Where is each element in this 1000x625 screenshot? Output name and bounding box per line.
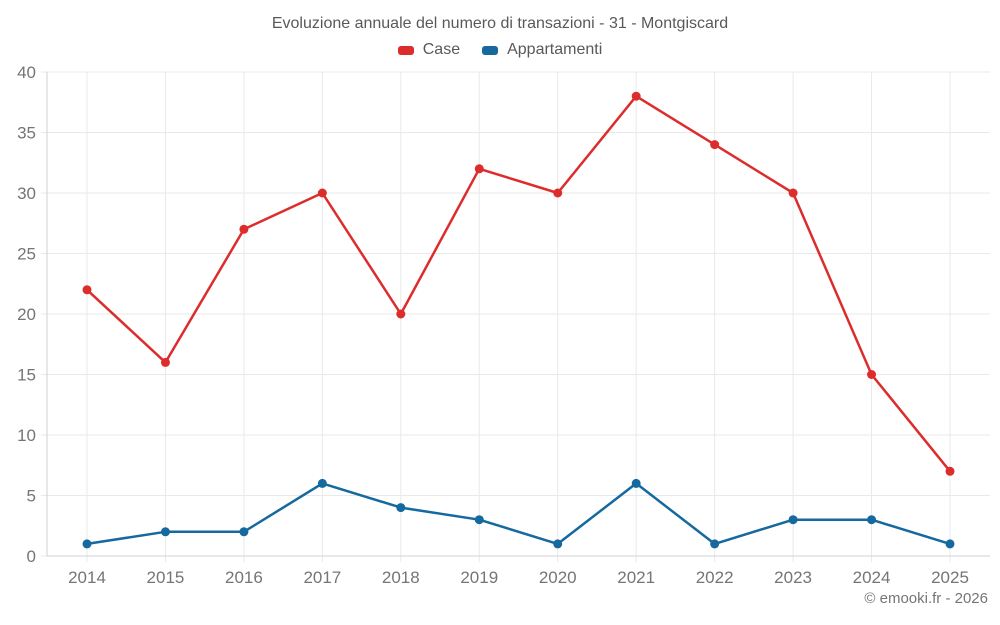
data-point-marker	[160, 527, 170, 537]
data-point-marker	[396, 309, 406, 319]
series-appartamenti	[82, 478, 955, 549]
x-axis-tick-label: 2025	[931, 568, 969, 587]
legend-label-case: Case	[422, 41, 461, 58]
series-line-case	[85, 94, 952, 473]
data-point-marker	[82, 285, 92, 295]
chart-legend: Case Appartamenti	[0, 36, 1000, 64]
data-point-marker	[710, 539, 720, 549]
x-axis-tick-label: 2020	[539, 568, 577, 587]
data-point-marker	[474, 164, 484, 174]
data-point-marker	[317, 478, 327, 488]
x-axis-tick-label: 2018	[382, 568, 420, 587]
y-axis-tick-label: 5	[27, 487, 36, 506]
y-axis-tick-label: 30	[17, 184, 36, 203]
data-point-marker	[945, 466, 955, 476]
x-axis-tick-label: 2022	[696, 568, 734, 587]
data-point-marker	[239, 527, 249, 537]
legend-item-appartamenti[interactable]: Appartamenti	[482, 41, 602, 59]
x-axis-tick-label: 2023	[774, 568, 812, 587]
y-axis-tick-label: 40	[17, 64, 36, 82]
data-point-marker	[474, 515, 484, 525]
y-axis-tick-label: 10	[17, 426, 36, 445]
x-axis-tick-label: 2024	[853, 568, 891, 587]
y-axis-tick-label: 15	[17, 366, 36, 385]
copyright-attribution: © emooki.fr - 2026	[864, 590, 988, 607]
data-point-marker	[553, 539, 563, 549]
data-point-marker	[631, 91, 641, 101]
legend-label-appartamenti: Appartamenti	[507, 41, 603, 58]
data-point-marker	[788, 188, 798, 198]
x-axis-tick-label: 2015	[147, 568, 185, 587]
data-point-marker	[788, 515, 798, 525]
data-point-marker	[239, 224, 249, 234]
data-point-marker	[867, 515, 877, 525]
data-point-marker	[82, 539, 92, 549]
data-point-marker	[710, 140, 720, 150]
legend-item-case[interactable]: Case	[397, 41, 461, 59]
y-axis-tick-label: 25	[17, 245, 36, 264]
x-axis-tick-label: 2016	[225, 568, 263, 587]
case-series-swatch-icon	[397, 45, 414, 55]
x-axis-tick-label: 2021	[617, 568, 655, 587]
y-axis-tick-label: 35	[17, 124, 36, 143]
data-point-marker	[317, 188, 327, 198]
y-axis-tick-label: 20	[17, 305, 36, 324]
data-point-marker	[553, 188, 563, 198]
chart-title: Evoluzione annuale del numero di transaz…	[271, 15, 729, 32]
data-point-marker	[160, 357, 170, 367]
appartamenti-series-swatch-icon	[482, 45, 499, 55]
series-case	[82, 91, 955, 476]
x-axis-tick-label: 2017	[303, 568, 341, 587]
data-point-marker	[945, 539, 955, 549]
data-point-marker	[867, 370, 877, 379]
y-axis-tick-label: 0	[27, 547, 36, 566]
series-line-appartamenti	[85, 482, 952, 546]
x-axis-tick-label: 2019	[460, 568, 498, 587]
x-axis-tick-label: 2014	[68, 568, 106, 587]
data-point-marker	[396, 503, 406, 513]
data-point-marker	[631, 478, 641, 488]
